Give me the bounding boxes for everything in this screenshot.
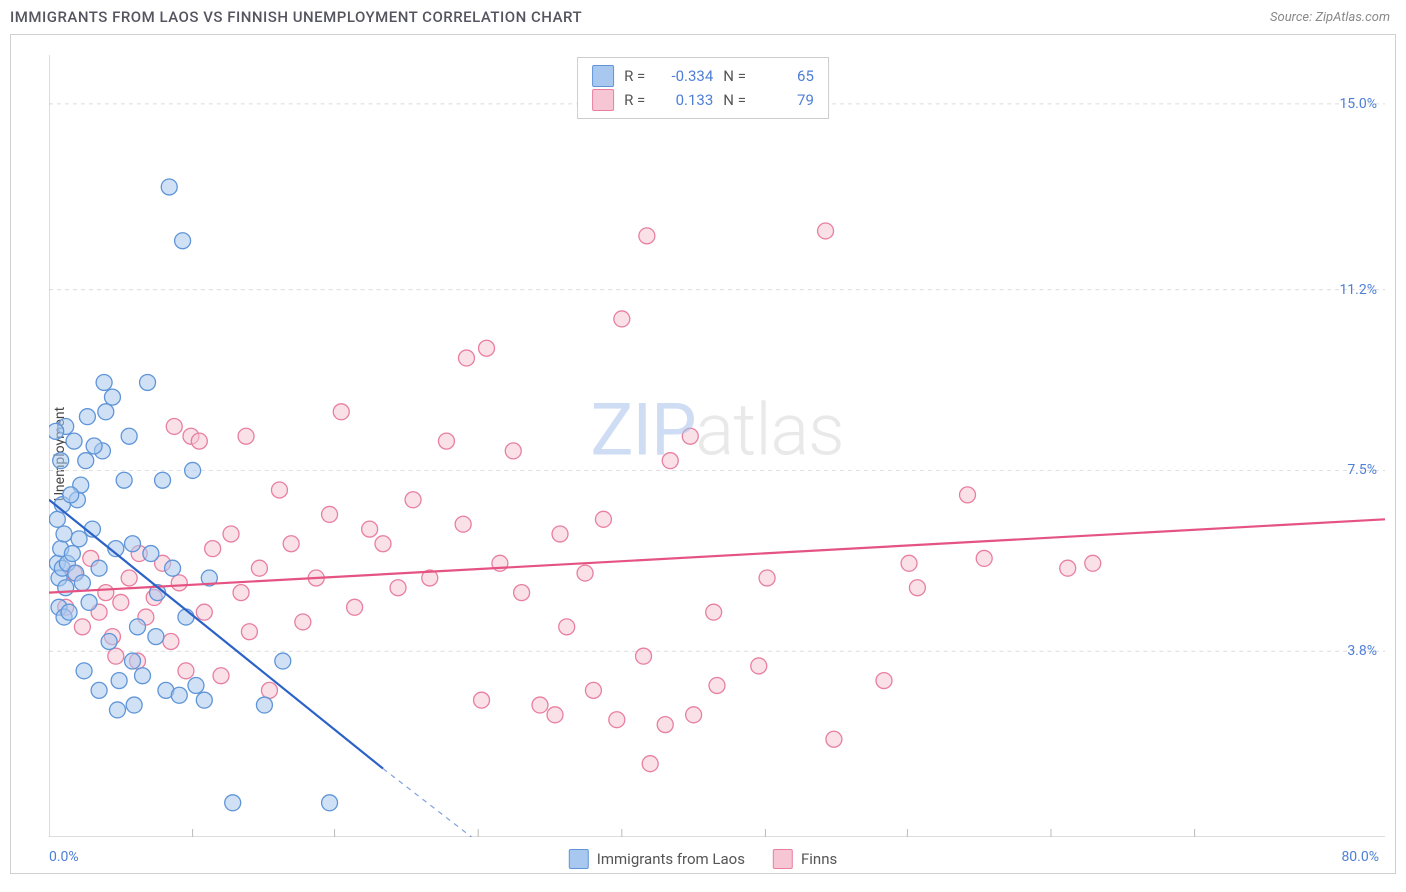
legend-swatch-blue-icon <box>569 849 589 869</box>
legend-label-blue: Immigrants from Laos <box>597 850 745 868</box>
n-value-pink: 79 <box>756 88 814 112</box>
r-label: R = <box>624 64 645 88</box>
legend-label-pink: Finns <box>801 850 837 868</box>
y-tick-label: 7.5% <box>1347 462 1377 478</box>
plot-area: ZIPatlas <box>49 55 1385 837</box>
legend-swatch-pink <box>592 89 614 111</box>
r-label: R = <box>624 88 645 112</box>
legend-swatch-pink-icon <box>773 849 793 869</box>
chart-title: IMMIGRANTS FROM LAOS VS FINNISH UNEMPLOY… <box>10 8 582 26</box>
legend-item-pink: Finns <box>773 849 837 869</box>
x-tick-label-max: 80.0% <box>1341 849 1379 865</box>
n-label: N = <box>723 88 746 112</box>
r-value-blue: -0.334 <box>655 64 713 88</box>
source-name: ZipAtlas.com <box>1315 10 1390 25</box>
r-value-pink: 0.133 <box>655 88 713 112</box>
correlation-legend: R = -0.334 N = 65 R = 0.133 N = 79 <box>577 57 829 119</box>
x-tick-label-min: 0.0% <box>49 849 79 865</box>
source-prefix: Source: <box>1270 10 1315 25</box>
chart-container: Unemployment ZIPatlas R = -0.334 N = 65 … <box>10 34 1396 874</box>
y-tick-label: 3.8% <box>1347 643 1377 659</box>
legend-row-blue: R = -0.334 N = 65 <box>592 64 814 88</box>
scatter-plot-svg <box>49 55 1385 837</box>
legend-item-blue: Immigrants from Laos <box>569 849 745 869</box>
n-label: N = <box>723 64 746 88</box>
source-attribution: Source: ZipAtlas.com <box>1270 10 1390 25</box>
series-legend: Immigrants from Laos Finns <box>569 849 837 869</box>
n-value-blue: 65 <box>756 64 814 88</box>
legend-row-pink: R = 0.133 N = 79 <box>592 88 814 112</box>
legend-swatch-blue <box>592 65 614 87</box>
y-tick-label: 11.2% <box>1339 282 1377 298</box>
y-tick-label: 15.0% <box>1339 96 1377 112</box>
header-bar: IMMIGRANTS FROM LAOS VS FINNISH UNEMPLOY… <box>0 0 1406 30</box>
